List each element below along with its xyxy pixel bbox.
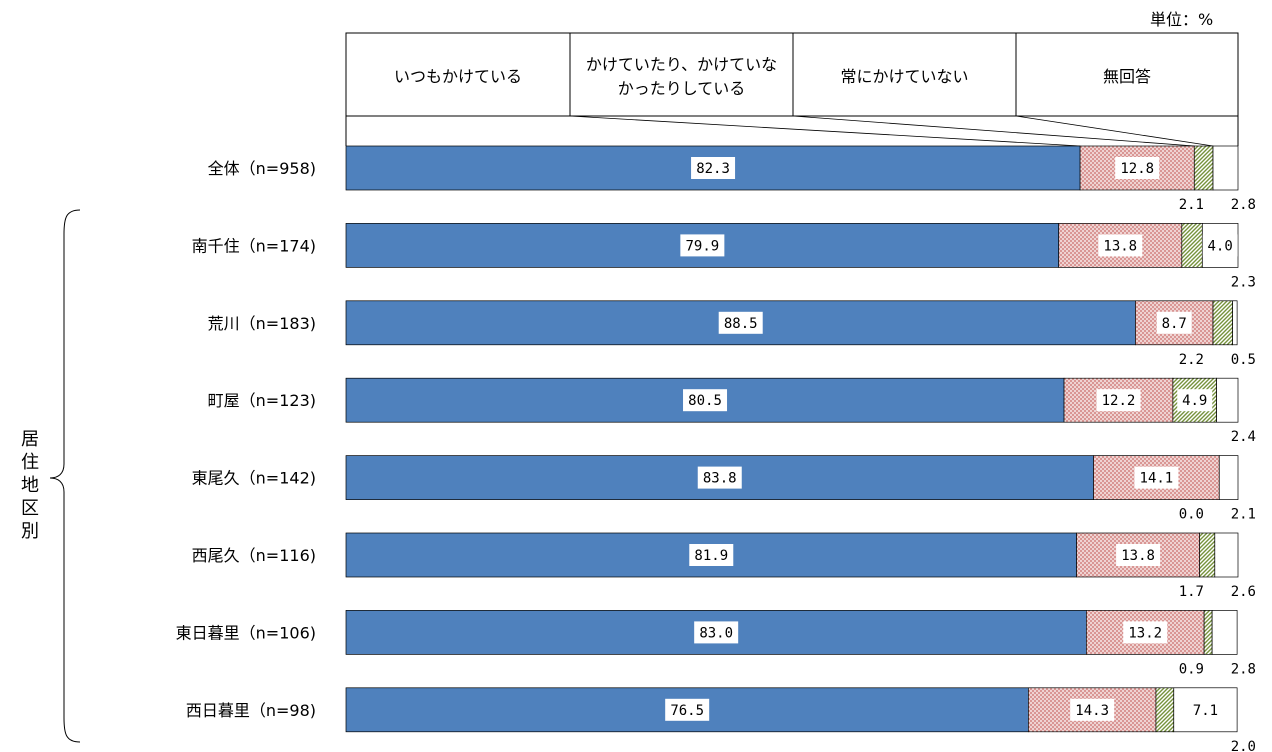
category-label: 町屋（n=123)	[208, 391, 316, 410]
group-label-char: 別	[21, 521, 39, 542]
data-label-box	[1096, 389, 1141, 412]
data-label-box	[1202, 234, 1238, 257]
bar-segment	[1193, 145, 1214, 191]
data-label: 83.0	[699, 625, 733, 641]
data-label-below: 2.0	[1231, 739, 1256, 752]
data-label-box	[683, 389, 728, 412]
legend-box	[345, 32, 1239, 117]
category-label: 全体（n=958)	[208, 159, 316, 178]
data-label-box	[1177, 389, 1213, 412]
data-label-box	[1116, 544, 1161, 566]
bar-row: 東尾久（n=142) 83.8 14.1 0.0 2.1	[192, 455, 1256, 523]
data-label: 82.3	[696, 161, 730, 177]
category-label: 西尾久（n=116)	[192, 546, 316, 565]
bar-segment	[1214, 532, 1239, 578]
legend-label: いつもかけている	[394, 67, 522, 86]
data-label-below: 2.3	[1231, 274, 1256, 290]
data-label-box	[689, 544, 734, 566]
data-label-box	[1123, 621, 1168, 644]
data-label: 14.1	[1140, 471, 1174, 487]
data-label-box	[1098, 234, 1143, 257]
bar-segment	[1181, 223, 1203, 268]
data-label-box	[697, 466, 742, 489]
bar-segment	[1212, 300, 1233, 346]
category-label: 東尾久（n=142)	[192, 469, 316, 488]
bar-row: 荒川（n=183) 88.5 8.7 2.2 0.5	[208, 300, 1256, 368]
data-label: 8.7	[1162, 316, 1187, 332]
data-label-below: 0.9	[1179, 661, 1204, 677]
data-label-box	[691, 157, 736, 179]
category-label: 東日暮里（n=106)	[176, 623, 316, 642]
bar-row: 町屋（n=123) 80.5 12.2 4.9 2.4	[208, 377, 1256, 445]
bar-segment	[1216, 377, 1239, 423]
bar-row: 東日暮里（n=106) 83.0 13.2 0.9 2.8	[176, 610, 1256, 677]
data-label-below: 2.8	[1231, 197, 1256, 213]
data-label-box	[1115, 157, 1160, 179]
data-label: 81.9	[694, 548, 728, 564]
legend-label: 無回答	[1103, 67, 1151, 86]
category-label: 西日暮里（n=98)	[186, 701, 316, 720]
legend-label: かったりしている	[618, 79, 746, 98]
bar-segment	[1155, 687, 1175, 733]
data-label-box	[1187, 698, 1223, 721]
data-label-below: 2.1	[1231, 507, 1256, 523]
bar-segment	[1211, 610, 1238, 655]
bar-row: 西日暮里（n=98) 76.5 14.3 7.1 2.0	[186, 687, 1256, 752]
data-label-box	[680, 234, 725, 257]
data-label-box	[1156, 311, 1192, 334]
legend-label: かけていたり、かけていな	[586, 55, 777, 74]
group-axis-label: 居 住 地 区 別	[18, 428, 42, 543]
data-label: 76.5	[670, 703, 704, 719]
data-label: 4.0	[1208, 238, 1233, 254]
data-label: 80.5	[688, 393, 722, 409]
data-label: 12.8	[1120, 161, 1154, 177]
data-label-below: 2.2	[1179, 352, 1204, 368]
data-label-box	[718, 311, 763, 334]
category-label: 荒川（n=183)	[208, 314, 316, 333]
data-label-below: 0.0	[1179, 507, 1204, 523]
bar-row: 南千住（n=174) 79.9 13.8 4.0 2.3	[192, 223, 1256, 290]
data-label: 14.3	[1075, 703, 1109, 719]
data-label: 79.9	[685, 238, 719, 254]
data-label-below: 2.6	[1231, 584, 1256, 600]
bar-segment	[1232, 300, 1238, 346]
data-label-box	[694, 621, 739, 644]
bar-segment	[1199, 532, 1216, 578]
data-label-below: 2.1	[1179, 197, 1204, 213]
legend-connector	[1015, 115, 1214, 147]
data-label-box	[1134, 466, 1179, 489]
category-label: 南千住（n=174)	[192, 236, 316, 255]
data-label: 83.8	[703, 471, 737, 487]
group-brace	[49, 209, 81, 743]
bar-row: 西尾久（n=116) 81.9 13.8 1.7 2.6	[192, 532, 1256, 600]
group-label-char: 地	[21, 475, 39, 496]
data-label: 13.8	[1121, 548, 1155, 564]
group-label-char: 区	[21, 498, 39, 519]
data-label-below: 2.4	[1231, 429, 1256, 445]
group-label-char: 居	[21, 429, 39, 450]
bar-segment	[1218, 455, 1239, 500]
data-label: 13.8	[1103, 238, 1137, 254]
legend-connector	[792, 115, 1195, 147]
data-label-below: 0.5	[1231, 352, 1256, 368]
data-label: 7.1	[1193, 703, 1218, 719]
data-label-below: 1.7	[1179, 584, 1204, 600]
data-label-box	[1070, 698, 1115, 721]
legend-label: 常にかけていない	[840, 67, 968, 86]
data-label: 12.2	[1102, 393, 1136, 409]
bar-row: 全体（n=958) 82.3 12.8 2.1 2.8	[208, 145, 1256, 213]
bar-segment	[1212, 145, 1239, 191]
data-label-box	[665, 698, 710, 721]
group-label-char: 住	[21, 452, 39, 473]
data-label: 4.9	[1182, 393, 1207, 409]
unit-label: 単位：%	[1150, 10, 1214, 29]
data-label: 13.2	[1128, 625, 1162, 641]
legend-connector	[569, 115, 1081, 147]
bar-segment	[1203, 610, 1213, 655]
data-label-below: 2.8	[1231, 661, 1256, 677]
data-label: 88.5	[724, 316, 758, 332]
